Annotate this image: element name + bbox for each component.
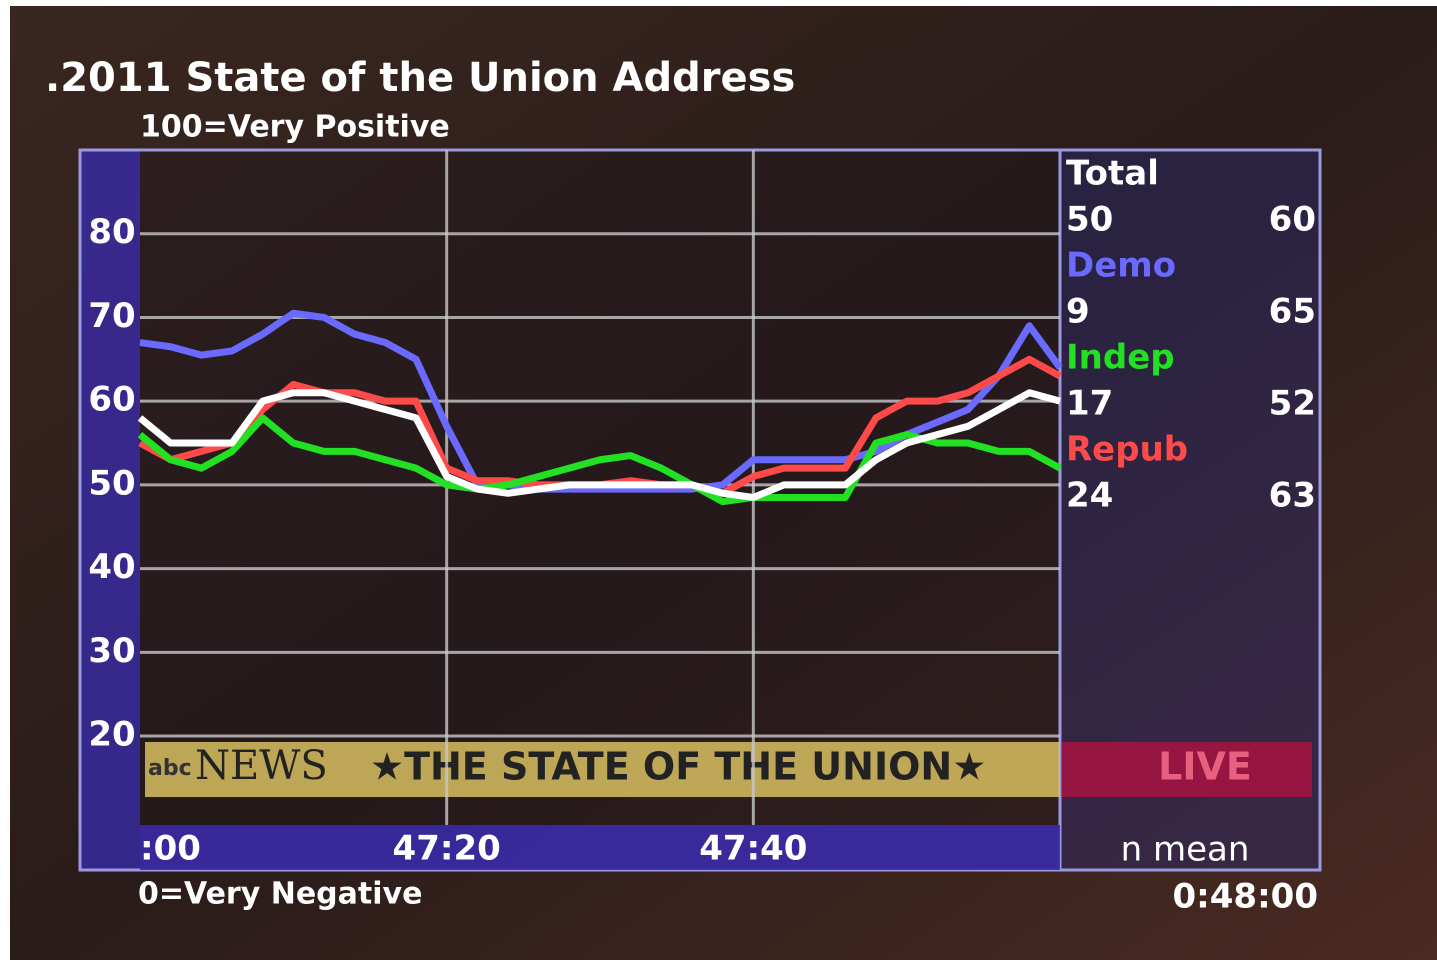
- banner-network: NEWS: [195, 743, 328, 789]
- banner-logo: abc: [148, 756, 192, 781]
- clock: 0:48:00: [1173, 877, 1318, 917]
- y-axis-strip: [80, 150, 140, 870]
- legend-n: 24: [1066, 476, 1113, 516]
- legend-mean: 63: [1269, 476, 1316, 516]
- banner-live: LIVE: [1158, 745, 1252, 789]
- x-tick-label: 47:20: [393, 829, 501, 869]
- banner-bg: [145, 742, 1060, 797]
- x-tick-label: 47:40: [699, 829, 807, 869]
- chart-title: .2011 State of the Union Address: [45, 55, 795, 101]
- y-tick-label: 20: [88, 715, 135, 755]
- y-tick-label: 60: [88, 380, 135, 420]
- legend-n: 50: [1066, 200, 1113, 240]
- y-tick-label: 70: [88, 296, 135, 336]
- x-tick-label: :00: [140, 829, 201, 869]
- legend-name: Indep: [1066, 338, 1175, 378]
- legend-mean: 60: [1269, 200, 1316, 240]
- y-tick-label: 40: [88, 547, 135, 587]
- legend-name: Repub: [1066, 430, 1188, 470]
- subtitle: 100=Very Positive: [140, 110, 450, 145]
- series-line: [137, 414, 1062, 506]
- bottom-note: 0=Very Negative: [138, 877, 422, 912]
- y-tick-label: 30: [88, 631, 135, 671]
- banner-show: ★THE STATE OF THE UNION★: [370, 745, 986, 789]
- legend-name: Total: [1066, 154, 1159, 194]
- legend-n: 17: [1066, 384, 1113, 424]
- legend-name: Demo: [1066, 246, 1176, 286]
- y-tick-label: 80: [88, 212, 135, 252]
- panel-header: n mean: [1121, 830, 1250, 870]
- y-tick-label: 50: [88, 463, 135, 503]
- legend-n: 9: [1066, 292, 1090, 332]
- legend-mean: 65: [1269, 292, 1316, 332]
- time-bar: [140, 825, 1060, 870]
- live-bg: [1062, 742, 1312, 797]
- series-line: [137, 389, 1061, 501]
- legend-mean: 52: [1269, 384, 1316, 424]
